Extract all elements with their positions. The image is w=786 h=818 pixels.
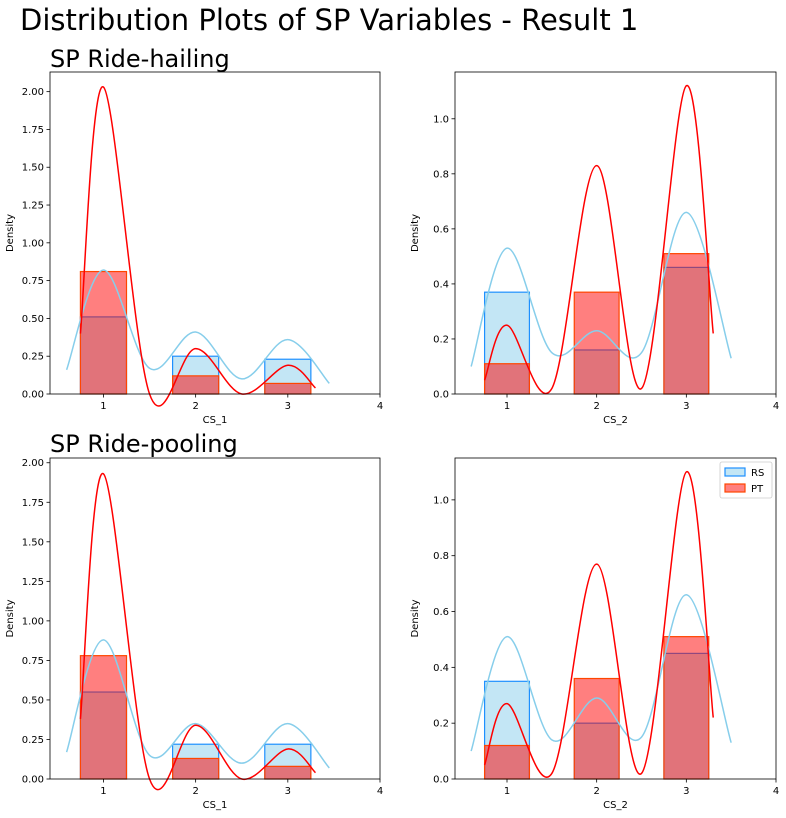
y-tick-label: 0.6 (433, 224, 449, 235)
y-tick-label: 0.4 (433, 663, 449, 674)
x-tick-label: 3 (285, 401, 291, 412)
row-title-ride-pooling: SP Ride-pooling (50, 430, 238, 458)
x-tick-label: 3 (683, 401, 689, 412)
y-tick-label: 0.6 (433, 607, 449, 618)
y-tick-label: 0.2 (433, 719, 449, 730)
x-tick-label: 3 (285, 786, 291, 797)
legend-label-rs: RS (751, 468, 764, 479)
figure-title: Distribution Plots of SP Variables - Res… (20, 3, 638, 37)
y-tick-label: 0.50 (22, 695, 44, 706)
pt-bar (79, 655, 128, 780)
rs-kde-line (470, 594, 732, 752)
y-tick-label: 0.50 (22, 314, 44, 325)
x-tick-label: 3 (683, 786, 689, 797)
panel-pooling-cs2: 1 2 3 4 0.0 0.2 0.4 0.6 0.8 1.0 CS_2 Density RS PT (410, 457, 779, 811)
x-tick-label: 2 (593, 786, 599, 797)
rs-kde-line (65, 639, 330, 769)
y-tick-label: 0.8 (433, 169, 449, 180)
y-tick-label: 0.25 (22, 352, 44, 363)
pt-kde-line (483, 84, 714, 394)
x-tick-label: 1 (100, 401, 106, 412)
axes-frame (454, 457, 777, 780)
legend-label-pt: PT (751, 484, 764, 495)
pt-bar (264, 765, 312, 780)
y-tick-label: 1.00 (22, 238, 44, 249)
y-axis-label: Density (5, 214, 16, 252)
axes-frame (454, 71, 777, 395)
y-tick-label: 1.75 (22, 125, 44, 136)
pt-bar (573, 677, 620, 780)
pt-bar (483, 744, 531, 780)
pt-bar (171, 375, 220, 395)
y-tick-label: 0.75 (22, 276, 44, 287)
y-tick-label: 1.25 (22, 577, 44, 588)
pt-bar (264, 382, 312, 395)
rs-kde-line (65, 269, 330, 384)
x-axis-label: CS_1 (203, 800, 228, 811)
x-tick-label: 2 (593, 401, 599, 412)
y-tick-label: 1.75 (22, 498, 44, 509)
x-tick-label: 4 (377, 401, 383, 412)
y-tick-label: 2.00 (22, 458, 44, 469)
y-tick-label: 0.0 (433, 390, 449, 401)
y-tick-label: 0.2 (433, 334, 449, 345)
y-tick-label: 0.75 (22, 656, 44, 667)
pt-bar (663, 636, 710, 780)
y-tick-label: 1.00 (22, 616, 44, 627)
x-tick-label: 4 (773, 786, 779, 797)
x-tick-label: 1 (504, 786, 510, 797)
y-tick-label: 2.00 (22, 87, 44, 98)
pt-kde-line (79, 86, 317, 407)
y-axis-label: Density (410, 214, 421, 252)
rs-kde-line (470, 211, 732, 367)
x-tick-label: 4 (773, 401, 779, 412)
panel-hailing-cs2: 1 2 3 4 0.0 0.2 0.4 0.6 0.8 1.0 CS_2 Density (410, 71, 779, 426)
pt-bar (663, 253, 710, 395)
y-tick-label: 1.25 (22, 201, 44, 212)
y-tick-label: 1.50 (22, 163, 44, 174)
y-axis-label: Density (410, 599, 421, 637)
pt-bar (171, 757, 220, 780)
panel-hailing-cs1: 1 2 3 4 0.00 0.25 0.50 0.75 1.00 1.25 1.50 1.75 2.00… (5, 71, 383, 426)
pt-bar (483, 363, 531, 395)
y-tick-label: 1.0 (433, 495, 449, 506)
x-tick-label: 1 (100, 786, 106, 797)
y-tick-label: 0.00 (22, 775, 44, 786)
y-tick-label: 0.4 (433, 279, 449, 290)
x-axis-label: CS_2 (603, 415, 628, 426)
x-tick-label: 1 (504, 401, 510, 412)
axes-frame (49, 457, 381, 780)
y-tick-label: 1.0 (433, 114, 449, 125)
pt-kde-line (483, 471, 714, 778)
x-tick-label: 4 (377, 786, 383, 797)
row-title-ride-hailing: SP Ride-hailing (50, 45, 230, 73)
pt-bar (79, 270, 128, 395)
y-tick-label: 0.8 (433, 551, 449, 562)
pt-bar (573, 291, 620, 395)
x-axis-label: CS_2 (603, 800, 628, 811)
y-tick-label: 0.0 (433, 775, 449, 786)
y-tick-label: 1.50 (22, 537, 44, 548)
x-tick-label: 2 (192, 786, 198, 797)
x-tick-label: 2 (192, 401, 198, 412)
y-axis-label: Density (5, 599, 16, 637)
y-tick-label: 0.00 (22, 390, 44, 401)
legend-swatch-rs (724, 467, 746, 477)
legend-swatch-pt (724, 483, 746, 493)
axes-frame (49, 71, 381, 395)
y-tick-label: 0.25 (22, 735, 44, 746)
legend: RS PT (719, 461, 773, 499)
pt-kde-line (79, 473, 317, 791)
x-axis-label: CS_1 (203, 415, 228, 426)
panel-pooling-cs1: 1 2 3 4 0.00 0.25 0.50 0.75 1.00 1.25 1.50 1.75 2.00… (5, 457, 383, 811)
